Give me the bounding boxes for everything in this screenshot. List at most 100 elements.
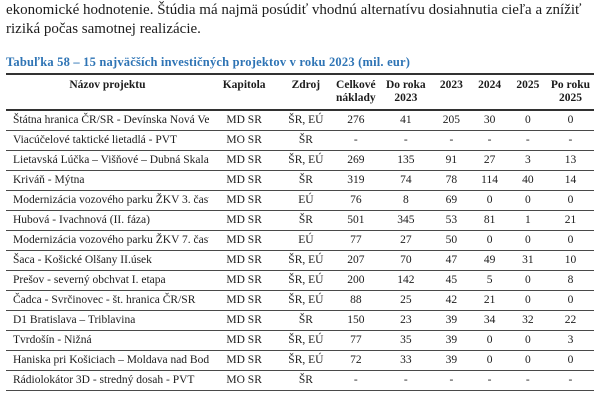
value-cell: 27 [470,150,509,171]
value-cell: 33 [379,350,433,371]
table-row: Modernizácia vozového parku ŽKV 3. časť M… [6,190,594,211]
table-row: D1 Bratislava – Triblavina MD SR ŠR 150 23 39… [6,310,594,331]
value-cell: 0 [546,110,594,131]
value-cell: 1 [508,210,547,231]
table-header: Názov projektu Kapitola Zdroj Celkové nákla… [6,74,594,111]
value-cell: 0 [508,350,547,371]
value-cell: - [470,130,509,151]
value-cell: ŠR [279,210,333,231]
table-row: Lietavská Lúčka – Višňové – Dubná Skala M… [6,150,594,171]
value-cell: MD SR [208,250,280,271]
table-row: Tvrdošín - Nižná MD SR ŠR, EÚ 77 35 39 0 0 3 [6,330,594,351]
value-cell: 50 [432,230,471,251]
value-cell: ŠR, EÚ [279,110,333,131]
value-cell: MD SR [208,210,280,231]
table-row: Rádiolokátor 3D - stredný dosah - PVT MO … [6,370,594,391]
value-cell: 0 [508,190,547,211]
column-header: 2025 [508,74,547,111]
value-cell: 14 [546,170,594,191]
value-cell: - [379,130,433,151]
value-cell: 78 [432,170,471,191]
value-cell: 41 [379,110,433,131]
value-cell: 27 [379,230,433,251]
value-cell: - [508,370,547,391]
value-cell: 49 [470,250,509,271]
value-cell: 200 [332,270,380,291]
value-cell: 319 [332,170,380,191]
value-cell: MO SR [208,370,280,391]
value-cell: 31 [508,250,547,271]
value-cell: MD SR [208,110,280,131]
project-name-cell: Modernizácia vozového parku ŽKV 3. časť [6,190,209,211]
value-cell: 10 [546,250,594,271]
column-header: Názov projektu [6,74,209,111]
table-row: Kriváň - Mýtna MD SR ŠR 319 74 78 114 40 14 [6,170,594,191]
value-cell: 32 [508,310,547,331]
paragraph-line-1: ekonomické hodnotenie. Štúdia má najmä p… [6,2,582,18]
value-cell: 8 [546,270,594,291]
value-cell: 39 [432,350,471,371]
paragraph-line-2: riziká počas samotnej realizácie. [6,21,201,37]
value-cell: ŠR, EÚ [279,270,333,291]
table-row: Modernizácia vozového parku ŽKV 7. časť M… [6,230,594,251]
value-cell: 5 [470,270,509,291]
value-cell: - [332,370,380,391]
value-cell: 70 [379,250,433,271]
value-cell: 207 [332,250,380,271]
body-paragraph: ekonomické hodnotenie. Štúdia má najmä p… [6,0,594,39]
column-header: Celkové náklady [332,74,380,111]
column-header: Po roku 2025 [546,74,594,111]
value-cell: 74 [379,170,433,191]
table-row: Haniska pri Košiciach – Moldava nad Bodv… [6,350,594,371]
value-cell: ŠR [279,170,333,191]
table-header-row: Názov projektu Kapitola Zdroj Celkové nákla… [6,74,594,111]
value-cell: 22 [546,310,594,331]
value-cell: ŠR, EÚ [279,290,333,311]
value-cell: 0 [508,270,547,291]
value-cell: ŠR, EÚ [279,150,333,171]
value-cell: - [470,370,509,391]
value-cell: 53 [432,210,471,231]
value-cell: - [432,370,471,391]
value-cell: 501 [332,210,380,231]
value-cell: 0 [470,230,509,251]
value-cell: 35 [379,330,433,351]
table-row: Šaca - Košické Olšany II.úsek MD SR ŠR, EÚ… [6,250,594,271]
value-cell: 21 [546,210,594,231]
value-cell: MO SR [208,130,280,151]
value-cell: 45 [432,270,471,291]
value-cell: 0 [546,230,594,251]
value-cell: 77 [332,230,380,251]
value-cell: MD SR [208,330,280,351]
value-cell: 39 [432,310,471,331]
table-row: Štátna hranica ČR/SR - Devínska Nová Ves… [6,110,594,131]
value-cell: 39 [432,330,471,351]
value-cell: 42 [432,290,471,311]
value-cell: 3 [508,150,547,171]
project-name-cell: Haniska pri Košiciach – Moldava nad Bodv… [6,350,209,371]
table-row: Čadca - Svrčinovec - št. hranica ČR/SR MD… [6,290,594,311]
project-name-cell: Čadca - Svrčinovec - št. hranica ČR/SR [6,290,209,311]
project-name-cell: Tvrdošín - Nižná [6,330,209,351]
value-cell: MD SR [208,350,280,371]
value-cell: MD SR [208,270,280,291]
value-cell: 0 [470,350,509,371]
value-cell: MD SR [208,290,280,311]
value-cell: MD SR [208,170,280,191]
value-cell: 25 [379,290,433,311]
value-cell: - [332,130,380,151]
value-cell: 205 [432,110,471,131]
value-cell: 34 [470,310,509,331]
value-cell: 3 [546,330,594,351]
value-cell: MD SR [208,310,280,331]
value-cell: 114 [470,170,509,191]
value-cell: 40 [508,170,547,191]
investment-projects-table: Názov projektu Kapitola Zdroj Celkové nákla… [6,73,594,391]
value-cell: 30 [470,110,509,131]
project-name-cell: Kriváň - Mýtna [6,170,209,191]
value-cell: EÚ [279,190,333,211]
value-cell: 23 [379,310,433,331]
document-page: ekonomické hodnotenie. Štúdia má najmä p… [6,0,594,391]
project-name-cell: D1 Bratislava – Triblavina [6,310,209,331]
value-cell: 0 [508,290,547,311]
